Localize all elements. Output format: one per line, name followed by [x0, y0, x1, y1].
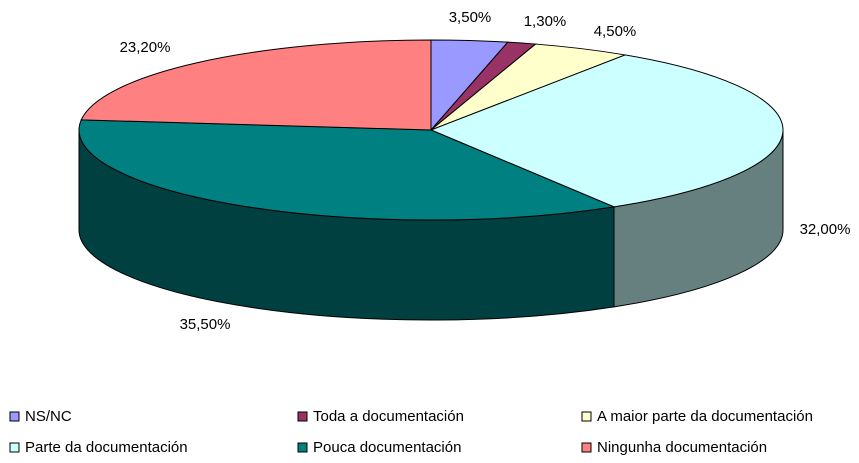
data-label: 4,50%: [594, 23, 637, 40]
legend-swatch: [9, 442, 20, 453]
legend-label: A maior parte da documentación: [597, 408, 813, 425]
slice: [429, 54, 784, 208]
legend-swatch: [297, 442, 308, 453]
legend-label: NS/NC: [25, 408, 72, 425]
data-label: 3,50%: [449, 9, 492, 26]
data-label: 23,20%: [120, 39, 171, 56]
data-label: 35,50%: [180, 316, 231, 333]
legend-swatch: [581, 442, 592, 453]
slice: [78, 119, 616, 221]
data-label: 1,30%: [524, 13, 567, 30]
legend-label: Toda a documentación: [313, 408, 464, 425]
legend-label: Ningunha documentación: [597, 439, 767, 456]
legend-swatch: [297, 411, 308, 422]
data-label: 32,00%: [800, 221, 851, 238]
legend-swatch: [9, 411, 20, 422]
legend-label: Pouca documentación: [313, 439, 461, 456]
legend-label: Parte da documentación: [25, 439, 188, 456]
slice: [80, 39, 432, 131]
legend-swatch: [581, 411, 592, 422]
